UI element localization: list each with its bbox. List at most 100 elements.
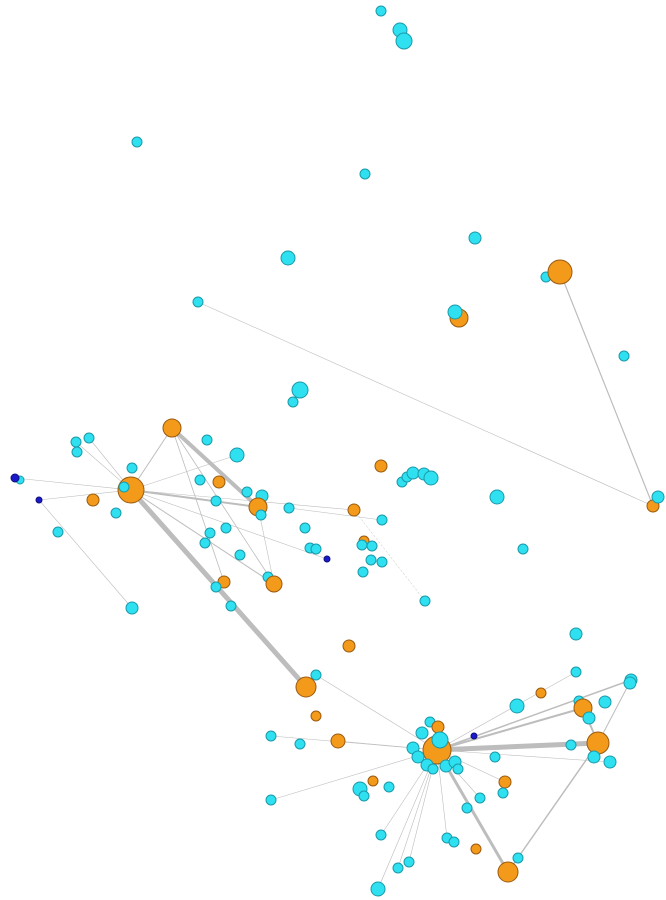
node-cyan xyxy=(283,502,295,514)
edge xyxy=(377,749,438,890)
edge xyxy=(130,489,355,511)
node-blue xyxy=(323,555,331,563)
node-cyan xyxy=(376,514,388,526)
node-cyan xyxy=(70,436,82,448)
node-cyan xyxy=(71,446,83,458)
node-cyan xyxy=(509,698,525,714)
node-cyan xyxy=(201,434,213,446)
node-cyan xyxy=(210,495,222,507)
node-cyan xyxy=(52,526,64,538)
node-orange xyxy=(497,861,519,883)
node-cyan xyxy=(474,792,486,804)
node-blue xyxy=(35,496,43,504)
node-cyan xyxy=(110,507,122,519)
node-cyan xyxy=(461,802,473,814)
node-cyan xyxy=(291,381,309,399)
node-cyan xyxy=(423,470,439,486)
edge xyxy=(130,489,259,508)
edge xyxy=(436,679,632,751)
node-cyan xyxy=(618,350,630,362)
node-cyan xyxy=(452,763,464,775)
node-cyan xyxy=(125,601,139,615)
edges xyxy=(14,271,654,890)
node-cyan xyxy=(403,856,415,868)
node-orange xyxy=(342,639,356,653)
node-orange xyxy=(212,475,226,489)
edge xyxy=(130,454,238,491)
node-cyan xyxy=(427,763,439,775)
node-cyan xyxy=(358,790,370,802)
node-cyan xyxy=(194,474,206,486)
node-orange xyxy=(295,676,317,698)
node-cyan xyxy=(255,509,267,521)
node-cyan xyxy=(280,250,296,266)
node-cyan xyxy=(392,862,404,874)
node-cyan xyxy=(225,600,237,612)
edge xyxy=(270,749,438,801)
node-orange xyxy=(547,259,573,285)
edge xyxy=(288,507,383,521)
node-cyan xyxy=(310,669,322,681)
node-cyan xyxy=(587,750,601,764)
node-cyan xyxy=(294,738,306,750)
edge xyxy=(337,740,438,751)
node-orange xyxy=(498,775,512,789)
node-orange xyxy=(330,733,346,749)
node-orange xyxy=(535,687,547,699)
node-cyan xyxy=(497,787,509,799)
node-orange xyxy=(310,710,322,722)
edge xyxy=(597,679,632,744)
node-cyan xyxy=(118,481,130,493)
edge xyxy=(353,509,426,602)
node-cyan xyxy=(565,739,577,751)
node-cyan xyxy=(265,794,277,806)
node-cyan xyxy=(370,881,386,897)
node-cyan xyxy=(220,522,232,534)
node-cyan xyxy=(83,432,95,444)
node-cyan xyxy=(582,711,596,725)
node-cyan xyxy=(517,543,529,555)
node-orange xyxy=(431,720,445,734)
edge xyxy=(171,427,275,585)
node-orange xyxy=(347,503,361,517)
node-cyan xyxy=(651,490,665,504)
nodes xyxy=(10,5,665,897)
node-orange xyxy=(367,775,379,787)
node-cyan xyxy=(210,581,222,593)
edge xyxy=(130,489,275,585)
node-cyan xyxy=(310,543,322,555)
node-cyan xyxy=(265,730,277,742)
node-cyan xyxy=(375,5,387,17)
node-cyan xyxy=(419,595,431,607)
edge xyxy=(38,489,132,501)
node-cyan xyxy=(376,556,388,568)
edge xyxy=(436,671,577,751)
node-orange xyxy=(86,493,100,507)
node-cyan xyxy=(229,447,245,463)
node-cyan xyxy=(356,539,368,551)
node-cyan xyxy=(299,522,311,534)
node-cyan xyxy=(598,695,612,709)
node-blue xyxy=(470,732,478,740)
node-cyan xyxy=(570,666,582,678)
node-orange xyxy=(586,731,610,755)
node-cyan xyxy=(489,751,501,763)
node-cyan xyxy=(359,168,371,180)
node-cyan xyxy=(366,540,378,552)
node-cyan xyxy=(447,304,463,320)
edge xyxy=(436,749,448,839)
node-cyan xyxy=(357,566,369,578)
edge xyxy=(436,749,611,763)
node-cyan xyxy=(569,627,583,641)
edge xyxy=(436,707,584,751)
node-cyan xyxy=(623,676,637,690)
node-cyan xyxy=(415,726,429,740)
node-cyan xyxy=(241,486,253,498)
node-cyan xyxy=(448,836,460,848)
node-cyan xyxy=(234,549,246,561)
node-cyan xyxy=(199,537,211,549)
node-orange xyxy=(374,459,388,473)
node-cyan xyxy=(375,829,387,841)
node-cyan xyxy=(204,527,216,539)
